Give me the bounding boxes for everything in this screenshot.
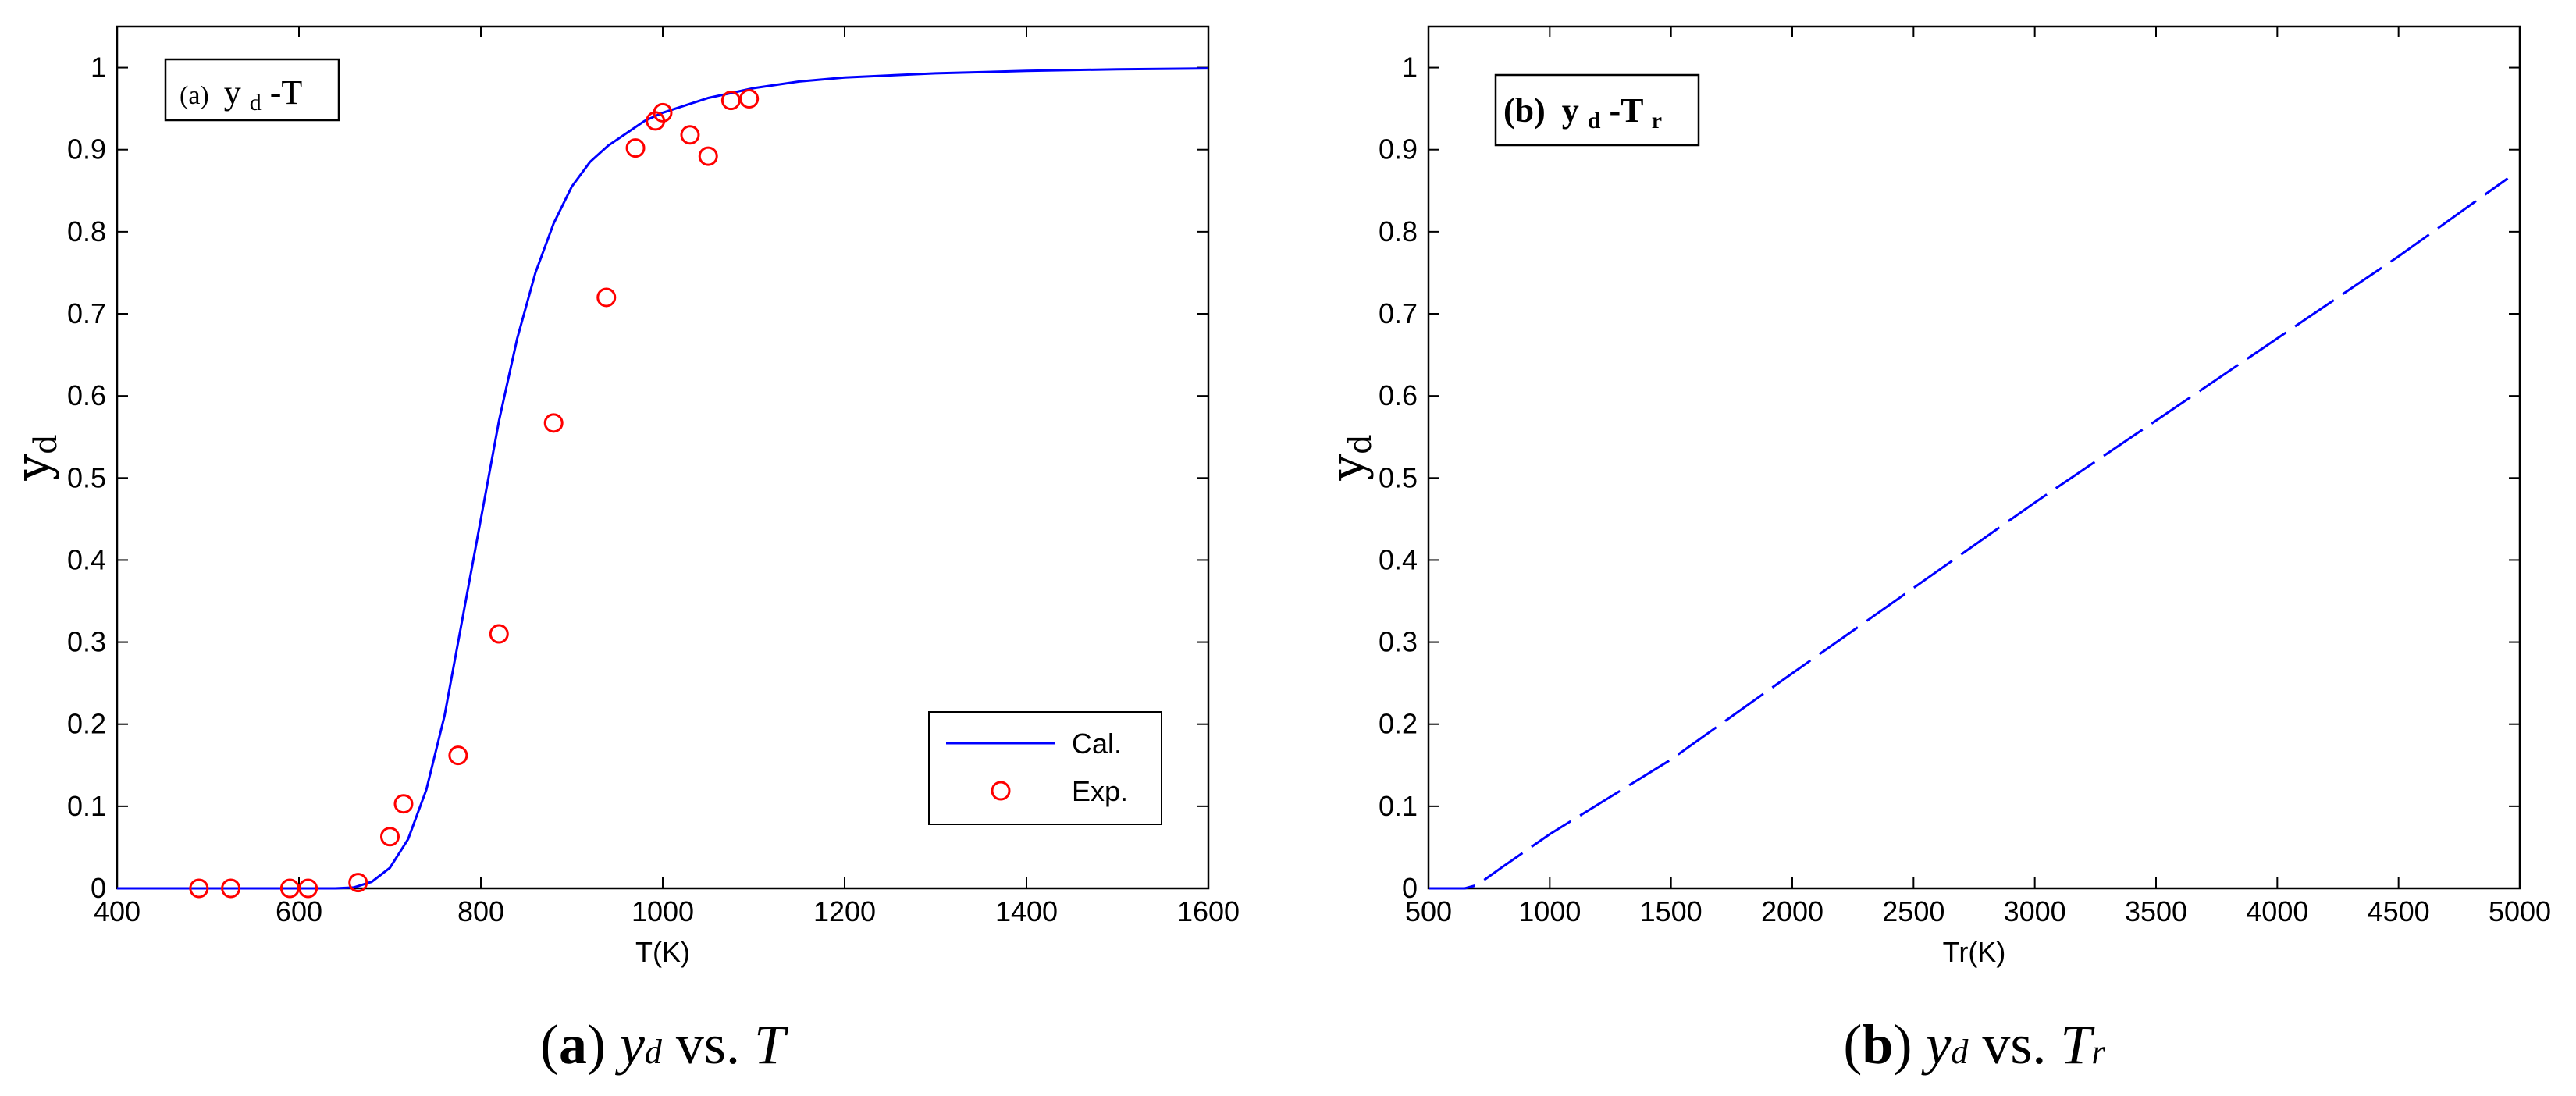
y-tick-label: 0 <box>91 872 106 904</box>
data-point <box>298 878 318 899</box>
curve-layer-a <box>117 67 1209 890</box>
y-tick-label: 0.3 <box>67 626 106 658</box>
x-tick-label: 600 <box>276 895 322 927</box>
x-tick-label: 5000 <box>2489 895 2551 927</box>
y-tick-label: 0 <box>1402 872 1418 904</box>
x-tick-label: 1000 <box>632 895 694 927</box>
x-tick-label: 3000 <box>2004 895 2066 927</box>
y-tick-label: 1 <box>91 52 106 84</box>
y-tick-label: 0.4 <box>1379 543 1418 575</box>
data-point <box>489 624 509 644</box>
y-tick-label: 0.9 <box>67 133 106 165</box>
x-tick-label: 1400 <box>995 895 1058 927</box>
panel-a: 400 600 800 1000 1200 1400 1600 0 0.1 0.2 0.3 0.4 0.… <box>5 25 1240 968</box>
caption-a: (a) yd vs. T <box>540 1013 789 1076</box>
data-point <box>596 287 617 308</box>
panel-label-box-b: (b) y d -T r <box>1494 73 1700 147</box>
y-tick-label: 0.6 <box>1379 379 1418 411</box>
legend-a: Cal. Exp. <box>928 711 1162 825</box>
svg-text:(b) y d: (b) y d -T r <box>1503 91 1662 136</box>
curve-layer-b <box>1429 177 2509 890</box>
series-line <box>1429 177 2509 890</box>
y-axis-label-b: yd <box>1320 434 1379 482</box>
x-tick-label: 1200 <box>813 895 876 927</box>
data-point <box>680 125 700 145</box>
y-tick-label: 0.2 <box>67 708 106 740</box>
legend-entry-exp: Exp. <box>1072 775 1128 807</box>
y-tick-label: 0.1 <box>67 790 106 822</box>
data-point <box>393 794 414 814</box>
ticks-a: 400 600 800 1000 1200 1400 1600 0 0.1 0.2 0.3 0.4 0.… <box>67 27 1240 927</box>
x-axis-label-b: Tr(K) <box>1943 936 2006 968</box>
y-tick-label: 0.2 <box>1379 708 1418 740</box>
data-point <box>448 745 468 766</box>
y-tick-label: 0.1 <box>1379 790 1418 822</box>
data-point <box>189 878 209 899</box>
x-tick-label: 400 <box>94 895 141 927</box>
y-tick-label: 0.8 <box>1379 215 1418 247</box>
panel-label-sub: d <box>250 90 262 116</box>
y-tick-label: 0.5 <box>1379 461 1418 493</box>
x-tick-label: 500 <box>1405 895 1452 927</box>
x-tick-label: 2500 <box>1882 895 1944 927</box>
x-axis-label-a: T(K) <box>635 936 690 968</box>
plot-frame-b <box>1427 25 2521 890</box>
data-point <box>739 89 760 109</box>
x-tick-label: 1000 <box>1518 895 1581 927</box>
data-point <box>698 146 718 166</box>
panel-b: 500 1000 1500 2000 2500 3000 3500 4000 4500 5000 0… <box>1320 25 2551 968</box>
x-tick-label: 3500 <box>2125 895 2187 927</box>
y-tick-label: 0.3 <box>1379 626 1418 658</box>
y-tick-label: 0.9 <box>1379 133 1418 165</box>
x-tick-label: 2000 <box>1761 895 1823 927</box>
points-layer-a <box>189 89 760 899</box>
series-line <box>117 67 1209 890</box>
ticks-b: 500 1000 1500 2000 2500 3000 3500 4000 4500 5000 0… <box>1379 27 2551 927</box>
y-tick-label: 0.4 <box>67 543 106 575</box>
panel-label-rest: -T <box>270 73 303 112</box>
y-axis-label-a: yd <box>5 434 64 482</box>
panel-label-rest: -T <box>1609 91 1643 130</box>
y-tick-label: 1 <box>1402 52 1418 84</box>
legend-entry-cal: Cal. <box>1072 728 1122 760</box>
panel-label-var: y <box>224 73 241 112</box>
y-tick-label: 0.6 <box>67 379 106 411</box>
panel-label-rest-sub: r <box>1652 108 1662 133</box>
data-point <box>625 138 646 158</box>
svg-text:(a) y d: (a) y d -T <box>180 73 302 118</box>
data-point <box>543 413 564 433</box>
caption-b: (b) yd vs. Tr <box>1843 1013 2105 1076</box>
data-point <box>653 102 673 123</box>
data-point <box>221 878 241 899</box>
x-tick-label: 800 <box>457 895 504 927</box>
x-tick-label: 1600 <box>1177 895 1240 927</box>
data-point <box>380 827 400 847</box>
panel-label-var: y <box>1562 91 1579 130</box>
x-tick-label: 4500 <box>2368 895 2430 927</box>
legend-box <box>928 711 1162 825</box>
panel-label-prefix: (b) <box>1503 91 1546 130</box>
panel-label-prefix: (a) <box>180 81 209 110</box>
y-tick-label: 0.8 <box>67 215 106 247</box>
y-tick-label: 0.7 <box>67 297 106 329</box>
x-tick-label: 4000 <box>2246 895 2308 927</box>
y-tick-label: 0.5 <box>67 461 106 493</box>
data-point <box>348 873 368 893</box>
panel-label-sub: d <box>1588 108 1601 133</box>
legend-circle-swatch <box>991 781 1011 801</box>
panel-label-box-a: (a) y d -T <box>164 58 340 122</box>
y-tick-label: 0.7 <box>1379 297 1418 329</box>
x-tick-label: 1500 <box>1640 895 1703 927</box>
